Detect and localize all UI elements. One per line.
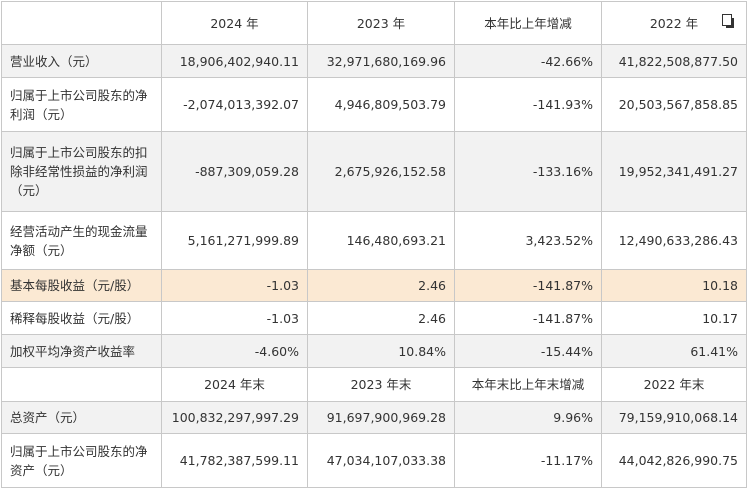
value-2022: 41,822,508,877.50 (601, 44, 747, 78)
value-2024: -1.03 (161, 269, 308, 302)
row-label: 归属于上市公司股东的净资产（元） (1, 433, 162, 488)
value-2022-end: 44,042,826,990.75 (601, 433, 747, 488)
subheader-2024-end: 2024 年末 (161, 367, 308, 402)
table-row: 归属于上市公司股东的净利润（元） -2,074,013,392.07 4,946… (1, 77, 747, 132)
value-2023: 2.46 (307, 269, 455, 302)
value-change: 3,423.52% (454, 211, 602, 270)
value-change: -141.87% (454, 301, 602, 335)
row-label: 经营活动产生的现金流量净额（元） (1, 211, 162, 270)
value-2024-end: 41,782,387,599.11 (161, 433, 308, 488)
row-label: 稀释每股收益（元/股） (1, 301, 162, 335)
row-label: 加权平均净资产收益率 (1, 334, 162, 368)
subheader-change: 本年末比上年末增减 (454, 367, 602, 402)
value-change: -11.17% (454, 433, 602, 488)
header-2024: 2024 年 (161, 1, 308, 45)
value-2022: 19,952,341,491.27 (601, 131, 747, 212)
value-2023: 32,971,680,169.96 (307, 44, 455, 78)
value-2023-end: 91,697,900,969.28 (307, 401, 455, 434)
row-label: 归属于上市公司股东的净利润（元） (1, 77, 162, 132)
copy-icon[interactable] (722, 14, 736, 28)
table-row: 加权平均净资产收益率 -4.60% 10.84% -15.44% 61.41% (1, 334, 747, 368)
row-label: 营业收入（元） (1, 44, 162, 78)
table-header-row: 2024 年 2023 年 本年比上年增减 2022 年 (1, 1, 747, 45)
header-change: 本年比上年增减 (454, 1, 602, 45)
value-2023-end: 47,034,107,033.38 (307, 433, 455, 488)
table-row: 稀释每股收益（元/股） -1.03 2.46 -141.87% 10.17 (1, 301, 747, 335)
value-2024: -2,074,013,392.07 (161, 77, 308, 132)
table-row: 归属于上市公司股东的净资产（元） 41,782,387,599.11 47,03… (1, 433, 747, 488)
header-cell-empty (1, 1, 162, 45)
value-change: -42.66% (454, 44, 602, 78)
subheader-cell-empty (1, 367, 162, 402)
value-2022: 10.18 (601, 269, 747, 302)
value-2023: 2,675,926,152.58 (307, 131, 455, 212)
value-2022-end: 79,159,910,068.14 (601, 401, 747, 434)
value-2023: 2.46 (307, 301, 455, 335)
value-change: -133.16% (454, 131, 602, 212)
value-2022: 20,503,567,858.85 (601, 77, 747, 132)
value-2024: 18,906,402,940.11 (161, 44, 308, 78)
value-2023: 146,480,693.21 (307, 211, 455, 270)
row-label: 归属于上市公司股东的扣除非经常性损益的净利润（元） (1, 131, 162, 212)
value-2024: -1.03 (161, 301, 308, 335)
value-2023: 10.84% (307, 334, 455, 368)
subheader-2023-end: 2023 年末 (307, 367, 455, 402)
header-2023: 2023 年 (307, 1, 455, 45)
value-2024: -887,309,059.28 (161, 131, 308, 212)
table-row-highlighted: 基本每股收益（元/股） -1.03 2.46 -141.87% 10.18 (1, 269, 747, 302)
table-row: 经营活动产生的现金流量净额（元） 5,161,271,999.89 146,48… (1, 211, 747, 270)
value-change: 9.96% (454, 401, 602, 434)
value-2024-end: 100,832,297,997.29 (161, 401, 308, 434)
table-row: 归属于上市公司股东的扣除非经常性损益的净利润（元） -887,309,059.2… (1, 131, 747, 212)
row-label: 基本每股收益（元/股） (1, 269, 162, 302)
value-change: -141.93% (454, 77, 602, 132)
copy-icon-front (722, 14, 732, 26)
value-2022: 12,490,633,286.43 (601, 211, 747, 270)
value-2024: -4.60% (161, 334, 308, 368)
value-2024: 5,161,271,999.89 (161, 211, 308, 270)
value-2023: 4,946,809,503.79 (307, 77, 455, 132)
row-label: 总资产（元） (1, 401, 162, 434)
table-subheader-row: 2024 年末 2023 年末 本年末比上年末增减 2022 年末 (1, 367, 747, 402)
value-change: -141.87% (454, 269, 602, 302)
table-row: 总资产（元） 100,832,297,997.29 91,697,900,969… (1, 401, 747, 434)
value-change: -15.44% (454, 334, 602, 368)
table-row: 营业收入（元） 18,906,402,940.11 32,971,680,169… (1, 44, 747, 78)
value-2022: 10.17 (601, 301, 747, 335)
value-2022: 61.41% (601, 334, 747, 368)
subheader-2022-end: 2022 年末 (601, 367, 747, 402)
